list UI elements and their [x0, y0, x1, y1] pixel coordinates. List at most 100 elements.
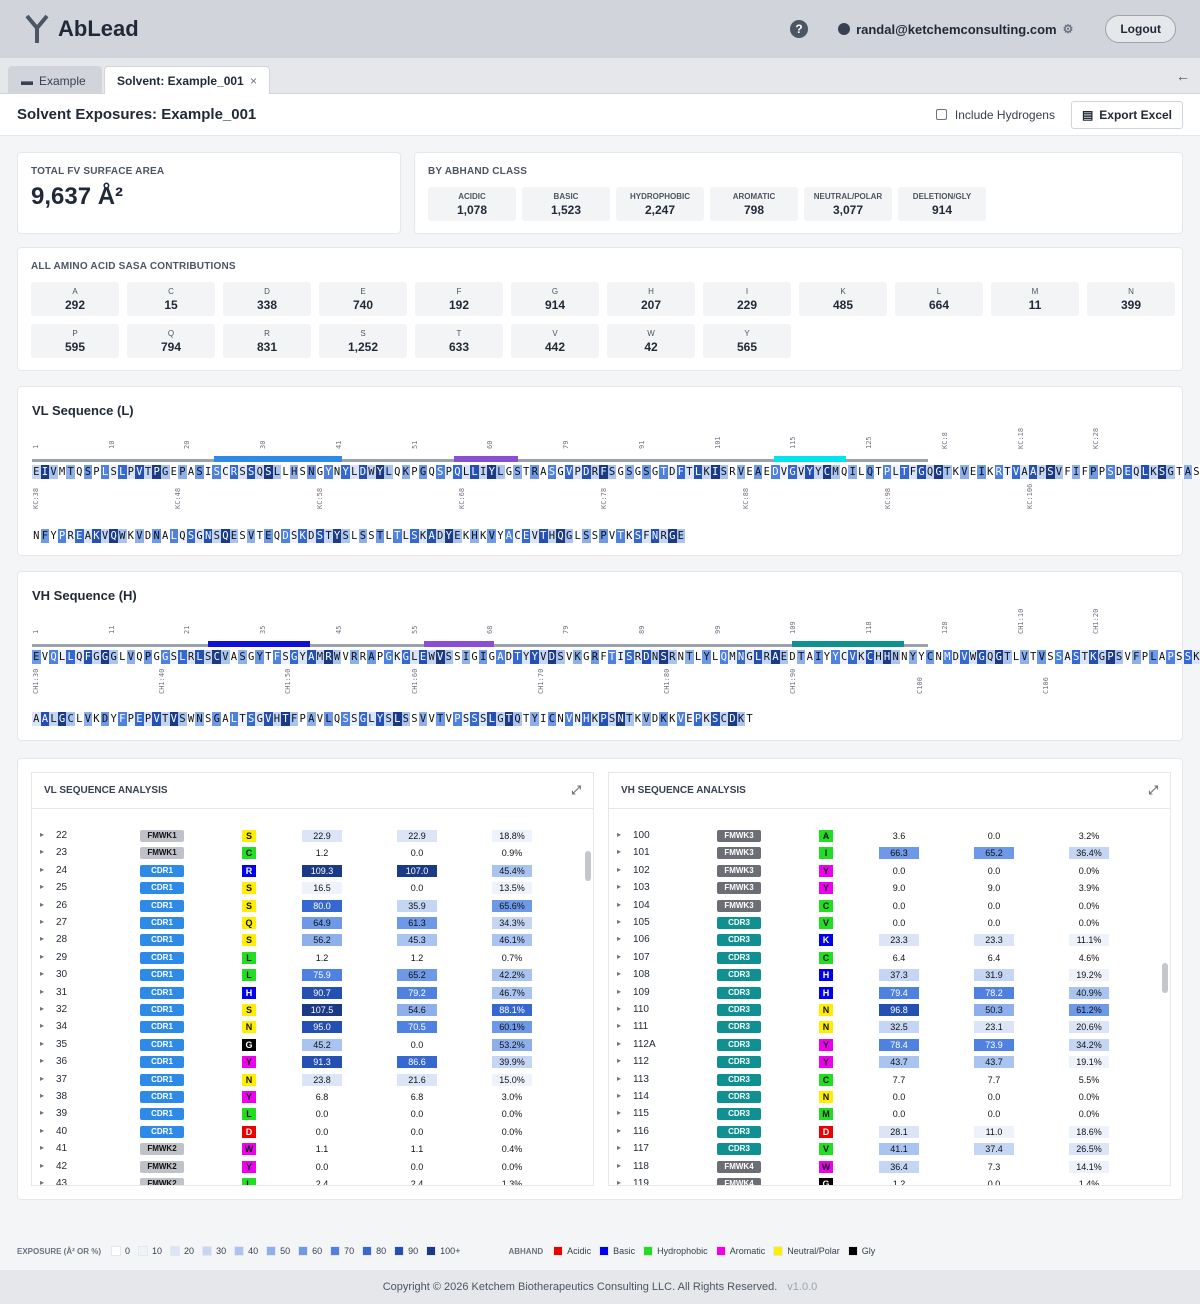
residue[interactable]: K [401, 465, 411, 479]
residue[interactable]: H [874, 650, 883, 664]
residue[interactable]: S [238, 650, 247, 664]
residue[interactable]: K [985, 465, 995, 479]
residue[interactable]: S [341, 712, 350, 726]
residue[interactable]: D [100, 712, 110, 726]
residue[interactable]: S [1192, 465, 1200, 479]
residue[interactable]: F [1132, 650, 1141, 664]
residue[interactable]: S [461, 712, 471, 726]
residue[interactable]: P [1166, 650, 1175, 664]
residue[interactable]: E [745, 465, 754, 479]
residue[interactable]: P [453, 712, 462, 726]
residue[interactable]: Y [521, 650, 531, 664]
table-row[interactable]: ▸ 29 CDR1 L 1.2 1.2 0.7% [32, 950, 593, 967]
expand-row-icon[interactable]: ▸ [617, 1056, 622, 1066]
residue[interactable]: T [238, 712, 247, 726]
logout-button[interactable]: Logout [1105, 15, 1176, 43]
residue[interactable]: Q [453, 465, 462, 479]
residue[interactable]: P [444, 465, 454, 479]
residue[interactable]: S [246, 712, 256, 726]
residue[interactable]: V [246, 529, 256, 543]
residue[interactable]: Y [49, 529, 58, 543]
residue[interactable]: G [152, 650, 161, 664]
table-row[interactable]: ▸ 42 FMWK2 Y 0.0 0.0 0.0% [32, 1159, 593, 1176]
residue[interactable]: C [547, 712, 557, 726]
residue[interactable]: S [1183, 650, 1193, 664]
checkbox-box[interactable] [935, 109, 947, 120]
residue[interactable]: E [521, 529, 531, 543]
table-row[interactable]: ▸ 25 CDR1 S 16.5 0.0 13.5% [32, 880, 593, 897]
residue[interactable]: V [126, 650, 136, 664]
residue[interactable]: P [1037, 465, 1047, 479]
residue[interactable]: C [221, 465, 230, 479]
residue[interactable]: V [1011, 465, 1021, 479]
residue[interactable]: V [736, 465, 746, 479]
residue[interactable]: Y [805, 465, 815, 479]
residue[interactable]: C [66, 712, 75, 726]
expand-icon[interactable]: ⤢ [571, 783, 581, 797]
table-row[interactable]: ▸ 35 CDR1 G 45.2 0.0 53.2% [32, 1037, 593, 1054]
residue[interactable]: Q [392, 465, 402, 479]
residue[interactable]: E [1123, 465, 1132, 479]
residue[interactable]: V [1037, 650, 1047, 664]
residue[interactable]: H [882, 650, 892, 664]
residue[interactable]: V [564, 650, 574, 664]
residue[interactable]: S [212, 465, 222, 479]
residue[interactable]: S [624, 465, 634, 479]
residue[interactable]: S [1114, 650, 1124, 664]
expand-row-icon[interactable]: ▸ [40, 1073, 45, 1083]
residue[interactable]: A [307, 712, 316, 726]
expand-row-icon[interactable]: ▸ [617, 1160, 622, 1170]
residue[interactable]: N [650, 529, 660, 543]
residue[interactable]: G [633, 465, 643, 479]
residue[interactable]: S [607, 712, 617, 726]
expand-row-icon[interactable]: ▸ [617, 1143, 622, 1153]
residue[interactable]: S [178, 712, 187, 726]
residue[interactable]: N [650, 650, 660, 664]
residue[interactable]: C [513, 529, 522, 543]
residue[interactable]: Q [272, 529, 282, 543]
expand-row-icon[interactable]: ▸ [40, 882, 45, 892]
residue[interactable]: S [401, 712, 411, 726]
residue[interactable]: Y [375, 465, 385, 479]
residue[interactable]: M [942, 650, 952, 664]
residue[interactable]: L [229, 712, 239, 726]
table-row[interactable]: ▸ 22 FMWK1 S 22.9 22.9 18.8% [32, 828, 593, 845]
expand-row-icon[interactable]: ▸ [40, 934, 45, 944]
residue[interactable]: G [934, 465, 943, 479]
residue[interactable]: D [788, 650, 797, 664]
residue[interactable]: G [977, 650, 986, 664]
residue[interactable]: V [796, 465, 806, 479]
residue[interactable]: Y [530, 712, 540, 726]
expand-row-icon[interactable]: ▸ [617, 951, 622, 961]
residue[interactable]: S [470, 712, 479, 726]
expand-row-icon[interactable]: ▸ [617, 1178, 622, 1186]
residue[interactable]: K [1192, 650, 1200, 664]
residue[interactable]: V [1020, 650, 1029, 664]
table-row[interactable]: ▸ 109 CDR3 H 79.4 78.2 40.9% [609, 985, 1170, 1002]
residue[interactable]: V [169, 712, 179, 726]
residue[interactable]: Q [925, 465, 935, 479]
residue[interactable]: S [83, 465, 93, 479]
residue[interactable]: G [496, 712, 505, 726]
user-menu[interactable]: randal@ketchemconsulting.com ⚙ [838, 22, 1073, 37]
residue[interactable]: D [435, 529, 445, 543]
expand-row-icon[interactable]: ▸ [40, 917, 45, 926]
table-row[interactable]: ▸ 41 FMWK2 W 1.1 1.1 0.4% [32, 1141, 593, 1158]
table-row[interactable]: ▸ 119 FMWK4 G 1.2 0.0 1.4% [609, 1176, 1170, 1186]
residue[interactable]: A [1157, 650, 1167, 664]
residue[interactable]: R [659, 529, 668, 543]
expand-row-icon[interactable]: ▸ [40, 1160, 45, 1170]
help-icon[interactable]: ? [790, 20, 809, 38]
residue[interactable]: V [676, 712, 686, 726]
residue[interactable]: G [616, 465, 625, 479]
residue[interactable]: Q [839, 465, 849, 479]
residue[interactable]: T [521, 465, 531, 479]
residue[interactable]: T [521, 712, 531, 726]
residue[interactable]: N [736, 650, 746, 664]
table-row[interactable]: ▸ 26 CDR1 S 80.0 35.9 65.6% [32, 898, 593, 915]
residue[interactable]: D [642, 650, 651, 664]
residue[interactable]: S [169, 650, 179, 664]
vl-scrollbar[interactable] [585, 851, 591, 881]
residue[interactable]: G [255, 712, 265, 726]
residue[interactable]: P [1140, 650, 1150, 664]
